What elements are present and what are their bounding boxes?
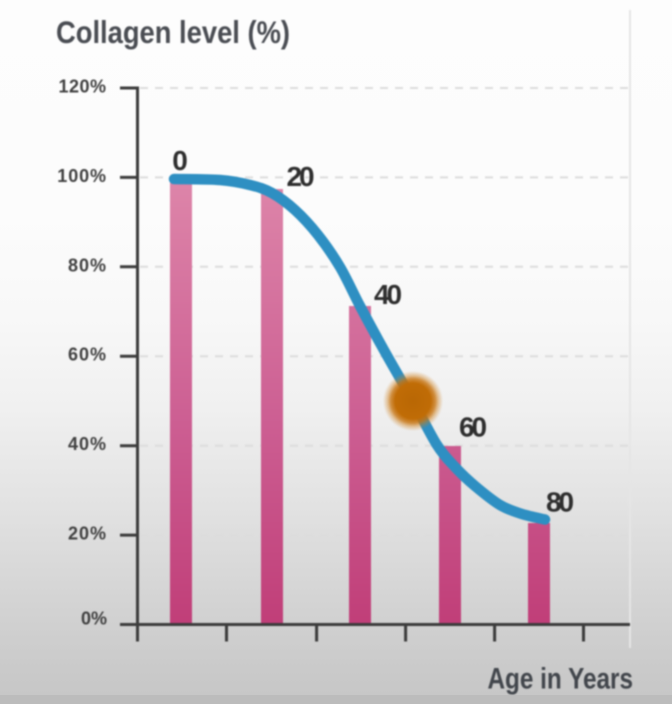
- svg-text:20%: 20%: [68, 524, 106, 544]
- svg-text:100%: 100%: [57, 166, 106, 186]
- svg-text:Age in Years: Age in Years: [488, 663, 634, 696]
- svg-text:Collagen level (%): Collagen level (%): [56, 14, 290, 50]
- svg-text:20: 20: [286, 161, 314, 192]
- svg-text:60%: 60%: [68, 345, 106, 365]
- svg-text:120%: 120%: [59, 77, 107, 97]
- svg-text:40%: 40%: [68, 434, 106, 454]
- svg-text:80%: 80%: [68, 255, 106, 275]
- svg-text:0%: 0%: [81, 608, 107, 628]
- svg-text:60: 60: [459, 412, 487, 443]
- svg-text:40: 40: [374, 279, 402, 310]
- svg-text:0: 0: [172, 145, 188, 176]
- svg-text:80: 80: [546, 487, 574, 518]
